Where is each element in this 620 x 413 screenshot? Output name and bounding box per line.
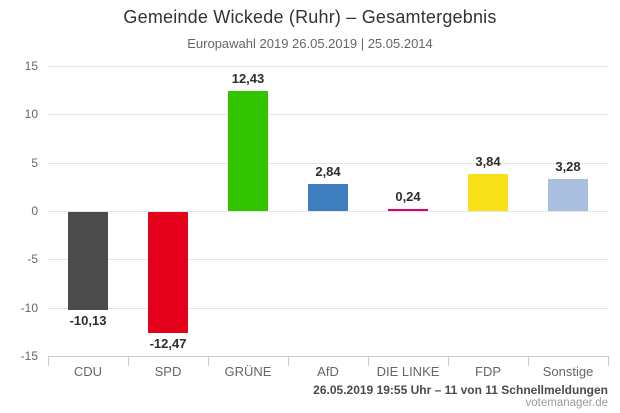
bar-cdu[interactable] — [68, 212, 108, 310]
y-axis-label: 0 — [31, 204, 38, 218]
bar-fdp[interactable] — [468, 173, 508, 211]
bar-grüne[interactable] — [228, 90, 268, 211]
gridline — [48, 259, 608, 261]
gridline — [48, 114, 608, 116]
bar-spd[interactable] — [148, 212, 188, 333]
gridline — [48, 66, 608, 67]
y-axis-label: -15 — [20, 349, 38, 363]
bar-value-label: 2,84 — [315, 163, 341, 179]
bar-value-label: -10,13 — [69, 312, 107, 328]
bar-sonstige[interactable] — [548, 179, 588, 211]
x-axis-tick — [288, 356, 289, 366]
category-label-afd: AfD — [317, 364, 339, 379]
bar-die-linke[interactable] — [388, 208, 428, 211]
x-axis-tick — [608, 356, 609, 366]
category-label-spd: SPD — [154, 364, 182, 379]
bar-value-label: 3,28 — [555, 159, 581, 175]
x-axis-tick — [48, 356, 49, 366]
bar-value-label: 3,84 — [475, 153, 501, 169]
x-axis-line — [48, 356, 609, 357]
chart-title: Gemeinde Wickede (Ruhr) – Gesamtergebnis — [123, 7, 497, 27]
x-axis-tick — [448, 356, 449, 366]
bar-value-label: 0,24 — [395, 188, 421, 204]
gridline — [48, 211, 608, 212]
x-axis-tick — [208, 356, 209, 366]
votemanager-credit-link[interactable]: votemanager.de — [525, 397, 608, 409]
gridline — [48, 307, 608, 309]
gridline — [48, 162, 608, 164]
category-label-grüne: GRÜNE — [224, 364, 272, 379]
x-axis-tick — [528, 356, 529, 366]
x-axis-tick — [368, 356, 369, 366]
y-axis-label: -10 — [20, 300, 38, 315]
y-axis-label: 5 — [31, 155, 38, 170]
category-label-sonstige: Sonstige — [542, 364, 594, 379]
bar-value-label: 12,43 — [231, 70, 265, 86]
y-axis-label: 10 — [24, 107, 38, 122]
category-label-fdp: FDP — [475, 364, 501, 379]
x-axis-tick — [128, 356, 129, 366]
report-status: 26.05.2019 19:55 Uhr – 11 von 11 Schnell… — [313, 383, 608, 397]
category-label-die-linke: DIE LINKE — [376, 364, 440, 379]
y-axis-label: -5 — [27, 252, 38, 267]
bar-afd[interactable] — [308, 183, 348, 211]
chart-subtitle: Europawahl 2019 26.05.2019 | 25.05.2014 — [187, 36, 433, 51]
category-label-cdu: CDU — [73, 364, 103, 379]
bar-value-label: -12,47 — [149, 335, 187, 351]
y-axis-label: 15 — [24, 59, 38, 73]
